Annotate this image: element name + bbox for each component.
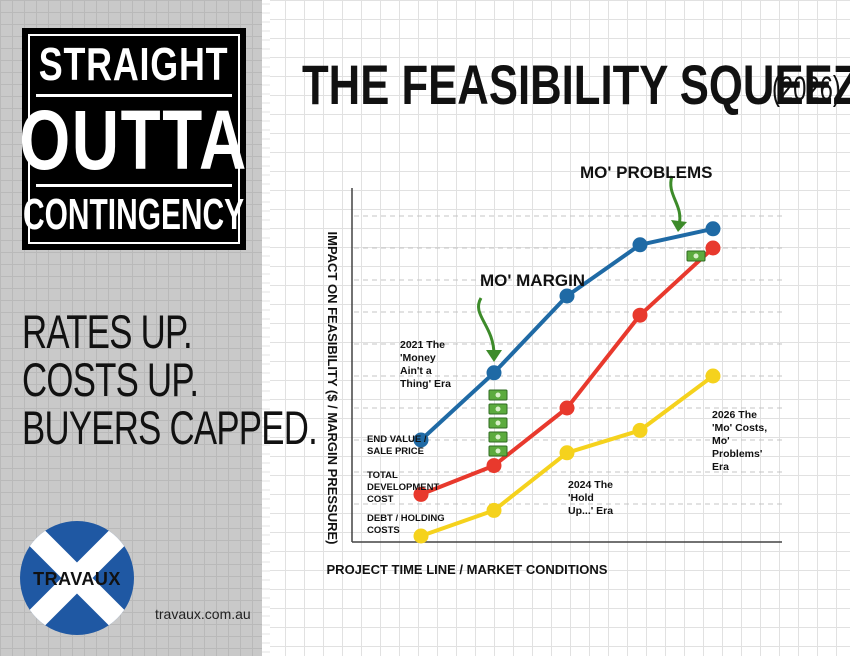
data-point — [486, 502, 502, 518]
data-point — [632, 422, 648, 438]
bill-seal — [693, 253, 699, 259]
y-axis-label: IMPACT ON FEASIBILITY ($ / MARGIN PRESSU… — [325, 232, 340, 545]
bill-seal — [495, 420, 501, 426]
series-label: TOTAL DEVELOPMENT COST — [367, 470, 440, 505]
data-point — [705, 221, 721, 237]
logo-inner: STRAIGHT OUTTA CONTINGENCY — [20, 34, 247, 244]
x-mark-icon — [22, 523, 132, 633]
tagline-line: RATES UP. — [22, 305, 193, 358]
brand-name: TRAVAUX — [33, 569, 121, 589]
data-point — [559, 288, 575, 304]
mo-margin-arrow — [477, 297, 496, 356]
bill-seal — [495, 406, 501, 412]
arrow-head-icon — [486, 350, 502, 362]
money-bill-icon — [488, 417, 508, 429]
right-panel — [266, 0, 850, 656]
logo-divider — [36, 183, 232, 187]
data-point — [413, 486, 429, 502]
data-point — [486, 458, 502, 474]
money-stack — [488, 250, 706, 457]
data-point — [705, 240, 721, 256]
arrow-head-icon — [671, 220, 687, 232]
data-point — [559, 445, 575, 461]
mo-problems-arrow — [669, 175, 682, 226]
bill-seal — [495, 392, 501, 398]
series-label: DEBT / HOLDING COSTS — [367, 513, 445, 536]
bill-seal — [495, 448, 501, 454]
data-point — [413, 528, 429, 544]
brand-logo-circle: TRAVAUX — [20, 521, 134, 635]
money-bill-icon — [488, 389, 508, 401]
data-point — [413, 432, 429, 448]
annotation-era-2021: 2021 The 'Money Ain't a Thing' Era — [400, 339, 451, 390]
annotation-mo-problems: MO' PROBLEMS — [580, 163, 713, 182]
logo-block: STRAIGHT OUTTA CONTINGENCY — [20, 28, 247, 250]
torn-edge — [262, 0, 270, 656]
logo-line-straight: STRAIGHT — [39, 38, 229, 90]
money-bill-icon — [488, 403, 508, 415]
x-axis-label: PROJECT TIME LINE / MARKET CONDITIONS — [327, 562, 608, 577]
title-main: THE FEASIBILITY SQUEEZE — [302, 53, 850, 116]
data-point — [705, 368, 721, 384]
page-title: THE FEASIBILITY SQUEEZE (2026) — [302, 52, 850, 117]
labels-layer: END VALUE / SALE PRICE TOTAL DEVELOPMENT COS… — [367, 339, 767, 536]
tagline-line: BUYERS CAPPED. — [22, 401, 318, 454]
data-point — [632, 307, 648, 323]
tagline: RATES UP. COSTS UP. BUYERS CAPPED. — [22, 305, 318, 454]
series-layer — [413, 221, 721, 544]
data-point — [559, 400, 575, 416]
money-bill-icon — [488, 445, 508, 457]
tagline-line: COSTS UP. — [22, 353, 199, 406]
logo-line-contingency: CONTINGENCY — [23, 190, 245, 239]
money-bill-icon — [488, 431, 508, 443]
feasibility-chart: IMPACT ON FEASIBILITY ($ / MARGIN PRESSU… — [325, 163, 782, 577]
logo-divider — [36, 93, 232, 97]
logo-line-outta: OUTTA — [19, 93, 249, 187]
annotation-era-2026: 2026 The 'Mo' Costs, Mo' Problems' Era — [712, 409, 767, 473]
series-label: END VALUE / SALE PRICE — [367, 434, 427, 457]
annotation-era-2024: 2024 The 'Hold Up...' Era — [568, 479, 613, 517]
website-link[interactable]: travaux.com.au — [155, 606, 251, 622]
title-year: (2026) — [772, 70, 841, 108]
money-bill-icon — [686, 250, 706, 262]
data-point — [486, 365, 502, 381]
data-point — [632, 237, 648, 253]
annotation-mo-margin: MO' MARGIN — [480, 271, 585, 290]
bill-seal — [495, 434, 501, 440]
